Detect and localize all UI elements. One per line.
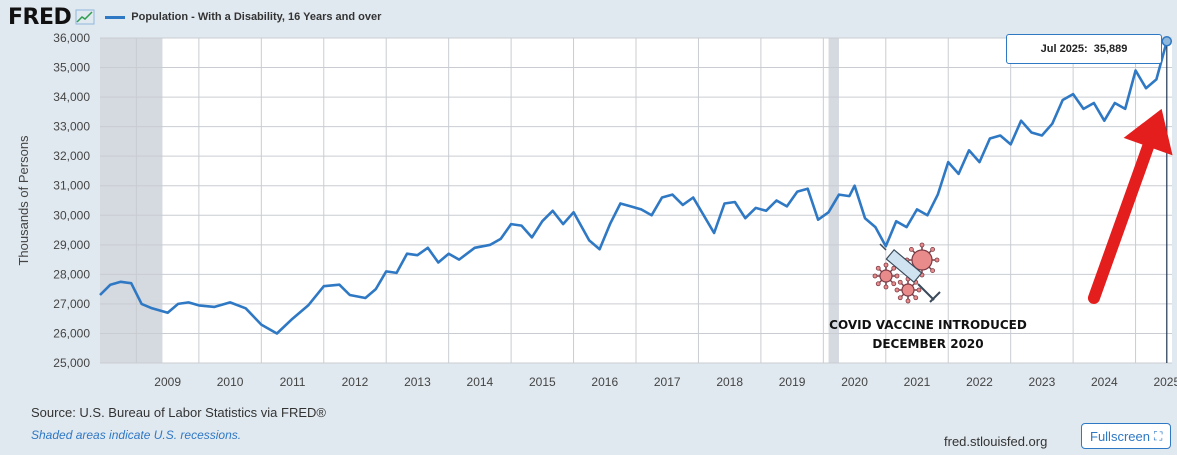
chart-header: FRED Population - With a Disability, 16 … [8,4,381,30]
x-tick-label: 2022 [966,375,993,389]
y-tick-label: 31,000 [53,179,90,193]
x-tick-label: 2023 [1029,375,1056,389]
recession-band [828,38,839,363]
highlight-point [1161,36,1173,47]
annotation-line-2: DECEMBER 2020 [872,337,984,351]
x-tick-label: 2010 [217,375,244,389]
arrow-shaft [1087,140,1155,304]
y-tick-label: 34,000 [53,90,90,104]
fred-logo: FRED [8,4,72,30]
y-tick-label: 29,000 [53,238,90,252]
x-tick-label: 2011 [280,375,306,389]
recession-note: Shaded areas indicate U.S. recessions. [31,428,242,442]
legend-label: Population - With a Disability, 16 Years… [131,11,382,23]
recession-band [100,38,163,363]
tooltip-value: 35,889 [1093,43,1128,55]
annotation-line-1: COVID VACCINE INTRODUCED [829,318,1027,332]
x-tick-label: 2009 [154,375,181,389]
y-tick-label: 28,000 [53,267,90,281]
y-tick-label: 33,000 [53,120,90,134]
y-tick-label: 32,000 [53,149,90,163]
fullscreen-label: Fullscreen [1090,428,1150,444]
y-tick-label: 26,000 [53,326,90,340]
tooltip-date: Jul 2025: [1040,43,1088,55]
y-axis-label: Thousands of Persons [16,135,31,266]
arrow-head [1123,108,1173,156]
series-line [99,40,1169,335]
x-tick-label: 2017 [654,375,681,389]
data-tooltip: Jul 2025: 35,889 [1006,34,1162,64]
source-note: Source: U.S. Bureau of Labor Statistics … [31,405,326,420]
y-tick-label: 36,000 [53,31,90,45]
legend-swatch [105,15,126,19]
x-tick-label: 2018 [716,375,743,389]
annotation-arrow [1087,108,1173,304]
x-tick-label: 2019 [779,375,806,389]
x-tick-label: 2020 [841,375,868,389]
x-tick-label: 2013 [404,375,431,389]
y-tick-label: 30,000 [53,208,90,222]
x-tick-label: 2025 [1153,375,1177,389]
x-tick-label: 2021 [904,375,931,389]
x-tick-label: 2014 [467,375,494,389]
y-tick-label: 25,000 [53,356,90,370]
y-tick-label: 27,000 [53,297,90,311]
fullscreen-button[interactable]: Fullscreen ⛶ [1081,423,1172,449]
covid-annotation: COVID VACCINE INTRODUCED DECEMBER 2020 [828,316,1028,354]
x-tick-label: 2012 [342,375,369,389]
virus-syringe-icon [872,242,941,304]
fullscreen-icon: ⛶ [1153,428,1163,443]
x-tick-label: 2015 [529,375,556,389]
y-tick-label: 35,000 [53,61,90,75]
site-link[interactable]: fred.stlouisfed.org [944,434,1048,449]
x-tick-label: 2024 [1091,375,1118,389]
x-tick-label: 2016 [591,375,618,389]
chart-logo-icon [75,9,95,25]
